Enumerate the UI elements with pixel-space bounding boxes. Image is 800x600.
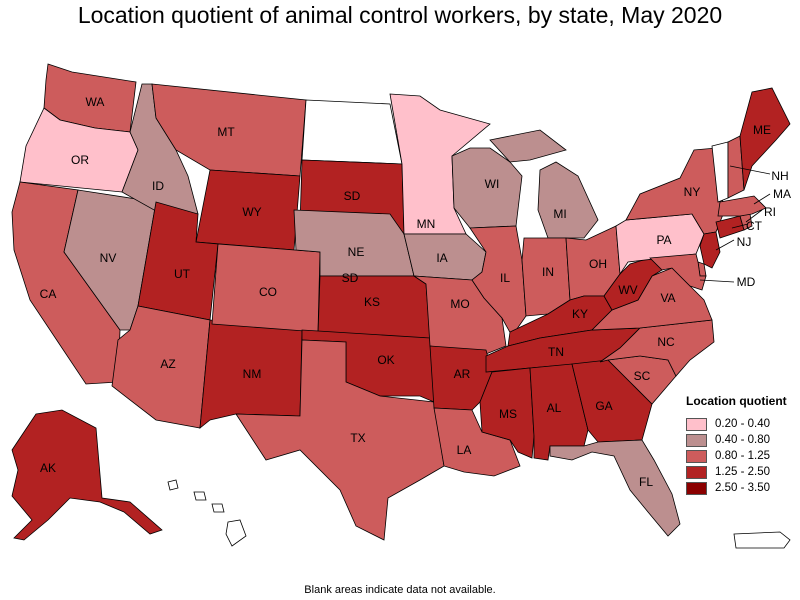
legend-swatch — [686, 417, 707, 431]
state-ma[interactable] — [717, 195, 767, 217]
state-nm[interactable] — [199, 319, 303, 429]
state-co[interactable] — [211, 243, 321, 333]
legend-item: 0.40 - 0.80 — [686, 432, 787, 448]
state-nj[interactable] — [699, 231, 721, 269]
state-fl[interactable] — [549, 439, 681, 537]
state-md[interactable] — [649, 253, 707, 291]
legend-label: 1.25 - 2.50 — [715, 466, 770, 478]
legend-swatch — [686, 449, 707, 463]
legend-item: 1.25 - 2.50 — [686, 464, 787, 480]
state-la[interactable] — [433, 407, 521, 477]
legend-item: 0.20 - 0.40 — [686, 416, 787, 432]
state-pr[interactable] — [733, 531, 791, 549]
legend-label: 2.50 - 3.50 — [715, 482, 770, 494]
legend-swatch — [686, 481, 707, 495]
legend-title: Location quotient — [686, 394, 787, 408]
state-ia[interactable] — [403, 233, 487, 281]
state-ks[interactable] — [317, 275, 431, 339]
legend-item: 2.50 - 3.50 — [686, 480, 787, 496]
state-tx[interactable] — [235, 339, 445, 541]
state-me[interactable] — [739, 87, 791, 191]
legend-label: 0.40 - 0.80 — [715, 434, 770, 446]
legend-label: 0.20 - 0.40 — [715, 418, 770, 430]
state-ak[interactable] — [11, 409, 163, 541]
state-il[interactable] — [469, 225, 527, 337]
map-title: Location quotient of animal control work… — [77, 2, 723, 28]
legend-swatch — [686, 433, 707, 447]
callout-lines — [699, 165, 771, 283]
legend-rows: 0.20 - 0.40 0.40 - 0.80 0.80 - 1.25 1.25 - … — [686, 416, 787, 496]
state-nc[interactable] — [599, 319, 715, 377]
legend-swatch — [686, 465, 707, 479]
state-hi[interactable] — [167, 479, 247, 547]
state-wi[interactable] — [451, 147, 523, 229]
footnote: Blank areas indicate data not available. — [304, 584, 496, 596]
state-nd[interactable] — [301, 99, 403, 165]
legend-item: 0.80 - 1.25 — [686, 448, 787, 464]
state-mi[interactable] — [489, 129, 599, 239]
map-legend: Location quotient 0.20 - 0.40 0.40 - 0.80… — [686, 394, 787, 496]
state-wy[interactable] — [195, 169, 301, 251]
legend-label: 0.80 - 1.25 — [715, 450, 770, 462]
